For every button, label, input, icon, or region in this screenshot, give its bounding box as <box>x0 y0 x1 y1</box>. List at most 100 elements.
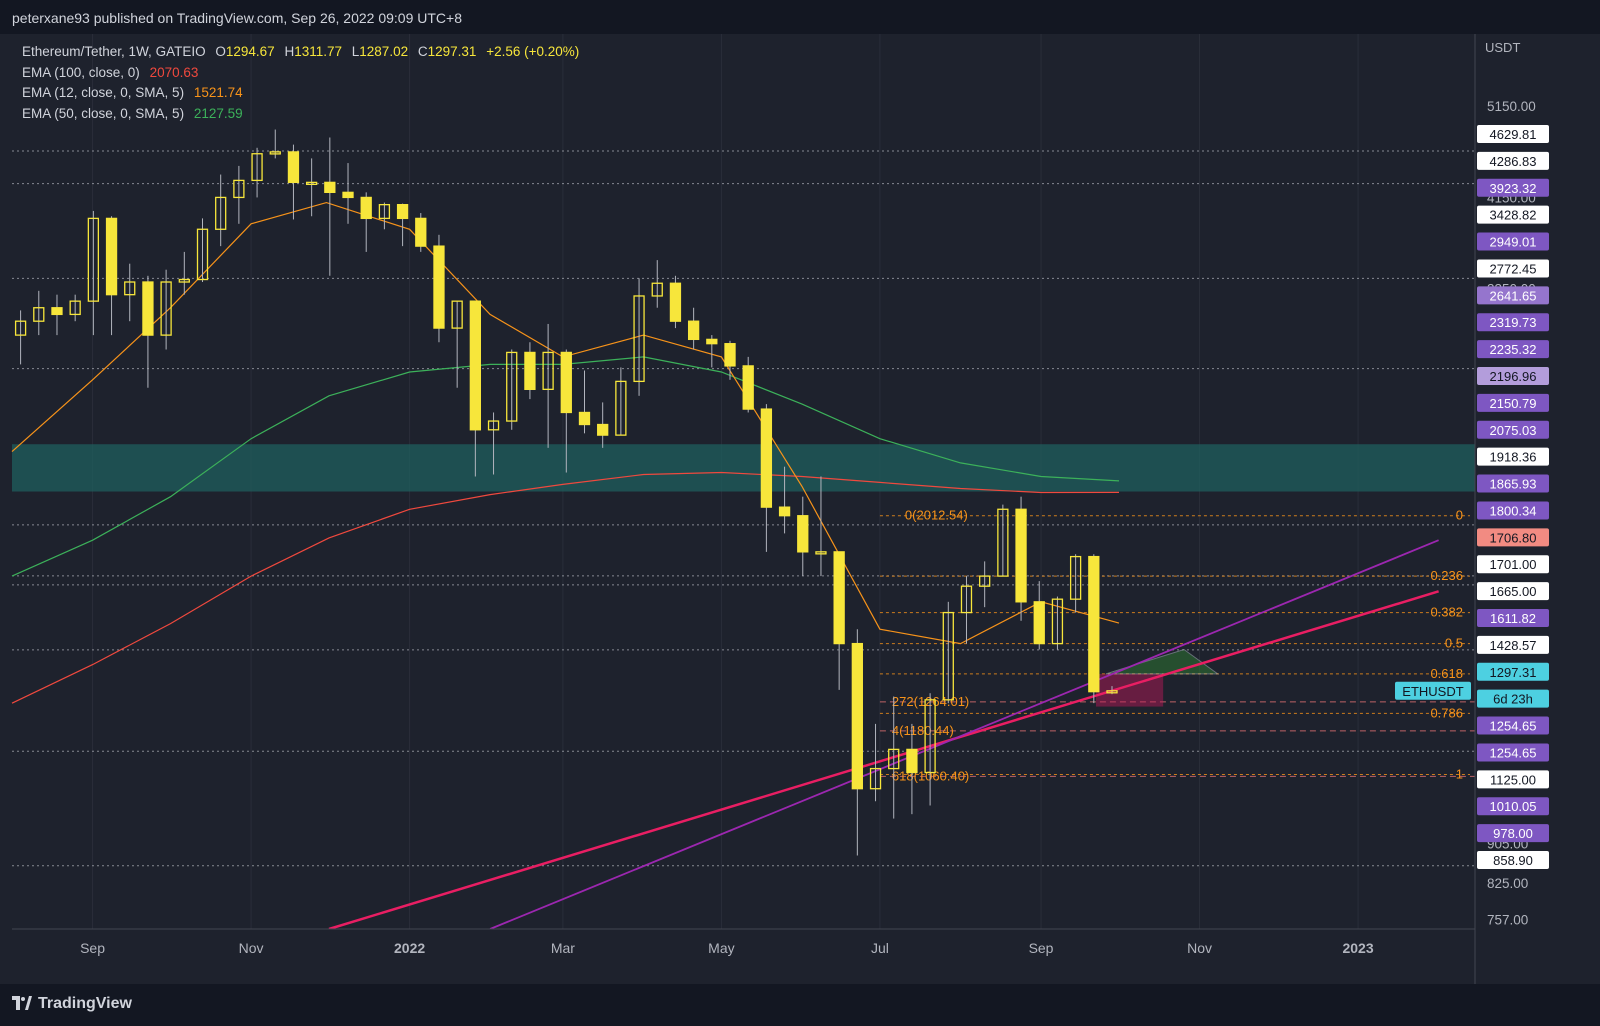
price-label-badge <box>1477 743 1549 762</box>
candle-body <box>51 307 63 316</box>
footer-bar: TradingView <box>0 984 1600 1026</box>
candle-body <box>651 282 663 297</box>
candle-body <box>124 281 136 296</box>
x-axis-background <box>0 929 1600 984</box>
price-label-text: 1611.82 <box>1490 611 1536 626</box>
candle-body <box>287 151 300 184</box>
x-tick-label: Sep <box>80 940 105 956</box>
candle-body <box>469 300 481 431</box>
candle-body <box>724 343 736 367</box>
x-tick-label: 2023 <box>1342 940 1373 956</box>
legend-symbol-row: Ethereum/Tether, 1W, GATEIO O1294.67 H13… <box>22 42 579 63</box>
candle-body <box>1106 690 1118 694</box>
candle-body <box>597 423 609 436</box>
price-label-text: 2075.03 <box>1490 423 1537 438</box>
legend-high: 1311.77 <box>294 44 342 59</box>
candle-body <box>105 217 118 296</box>
price-label-badge <box>1477 232 1549 251</box>
price-label-badge <box>1477 689 1549 708</box>
candles-group <box>14 129 1118 856</box>
legend-ema50-row[interactable]: EMA (50, close, 0, SMA, 5) 2127.59 <box>22 104 579 125</box>
x-tick-label: May <box>708 940 734 956</box>
price-label-badge <box>1477 447 1549 466</box>
price-label-text: 3923.32 <box>1490 181 1537 196</box>
price-label-text: 1701.00 <box>1490 557 1537 572</box>
candle-body <box>687 320 700 341</box>
price-label-text: 6d 23h <box>1493 692 1533 707</box>
price-label-text: 858.90 <box>1493 853 1533 868</box>
candle-body <box>851 642 863 790</box>
ema100-line <box>11 471 1120 704</box>
price-label-text: 2150.79 <box>1490 396 1537 411</box>
price-label-text: 2641.65 <box>1490 288 1537 303</box>
price-label-badge <box>1477 286 1549 305</box>
fib-ratio-label: 1 <box>1456 767 1463 782</box>
legend-close: 1297.31 <box>427 44 477 59</box>
candle-body <box>415 217 427 247</box>
price-tick-label: 757.00 <box>1487 912 1528 927</box>
candle-body <box>578 411 591 426</box>
candle-body <box>396 203 409 220</box>
legend-ema12-value: 1521.74 <box>193 85 243 100</box>
fib-extension-label: 4(1180.44) <box>892 723 954 738</box>
publisher-text: peterxane93 published on TradingView.com… <box>12 10 462 26</box>
legend-ema100-value: 2070.63 <box>149 64 199 80</box>
fib-ratio-label: 0.5 <box>1445 636 1463 651</box>
fib-ratio-label: 0 <box>1456 508 1463 523</box>
tradingview-logo[interactable]: TradingView <box>12 994 132 1013</box>
legend-symbol[interactable]: Ethereum/Tether, 1W, GATEIO <box>22 44 206 59</box>
candle-body <box>506 351 518 422</box>
candle-body <box>924 699 936 774</box>
x-tick-label: 2022 <box>394 940 425 956</box>
price-label-badge <box>1477 555 1549 574</box>
price-label-badge <box>1477 474 1549 493</box>
candle-body <box>960 585 973 614</box>
price-label-text: 2772.45 <box>1490 261 1537 276</box>
fib-ratio-label: 0.382 <box>1430 605 1463 620</box>
x-tick-label: Nov <box>239 940 264 956</box>
chart-svg[interactable]: 00(2012.54)0.2360.3820.50.6180.7861272(1… <box>0 34 1600 984</box>
candle-body <box>142 281 154 336</box>
price-label-text: 2235.32 <box>1490 342 1537 357</box>
fib-ratio-label: 0.786 <box>1430 705 1463 720</box>
price-label-badge <box>1477 716 1549 735</box>
price-label-badge <box>1477 662 1549 681</box>
legend-ema100-label: EMA (100, close, 0) <box>22 64 140 80</box>
candle-body <box>1088 555 1100 693</box>
price-label-text: 1918.36 <box>1490 450 1537 465</box>
candle-body <box>560 351 572 414</box>
price-tick-label: 825.00 <box>1487 876 1528 891</box>
candle-body <box>797 515 809 553</box>
fib-ratio-label: 0.236 <box>1430 568 1463 583</box>
candle-body <box>269 151 281 155</box>
candle-body <box>524 351 536 390</box>
price-label-badge <box>1477 178 1549 197</box>
candle-body <box>215 196 227 230</box>
price-label-badge <box>1477 151 1549 170</box>
support-zone <box>12 444 1475 492</box>
price-label-text: 978.00 <box>1493 826 1533 841</box>
candle-body <box>615 380 627 436</box>
legend-ema100-row[interactable]: EMA (100, close, 0) 2070.63 <box>22 63 579 84</box>
legend-low-label: L <box>351 44 360 59</box>
candle-body <box>1033 601 1045 645</box>
candle-body <box>633 295 645 383</box>
price-tick-label: 5150.00 <box>1487 99 1536 114</box>
candle-body <box>706 338 718 345</box>
candle-body <box>997 508 1009 577</box>
tradingview-brand: TradingView <box>38 995 132 1012</box>
price-label-text: 1865.93 <box>1490 477 1537 492</box>
price-label-badge <box>1477 420 1549 439</box>
candle-body <box>542 351 554 390</box>
candle-body <box>360 196 372 220</box>
price-label-text: 1800.34 <box>1490 503 1537 518</box>
legend-ema12-row[interactable]: EMA (12, close, 0, SMA, 5) 1521.74 <box>22 83 579 104</box>
price-label-badge <box>1477 528 1549 547</box>
price-label-badge <box>1477 582 1549 601</box>
price-label-text: 1706.80 <box>1490 530 1537 545</box>
candle-body <box>233 179 245 199</box>
candle-body <box>979 575 991 587</box>
price-label-badge <box>1477 770 1549 789</box>
chart-area[interactable]: 00(2012.54)0.2360.3820.50.6180.7861272(1… <box>0 34 1600 984</box>
publisher-bar: peterxane93 published on TradingView.com… <box>0 0 1600 34</box>
